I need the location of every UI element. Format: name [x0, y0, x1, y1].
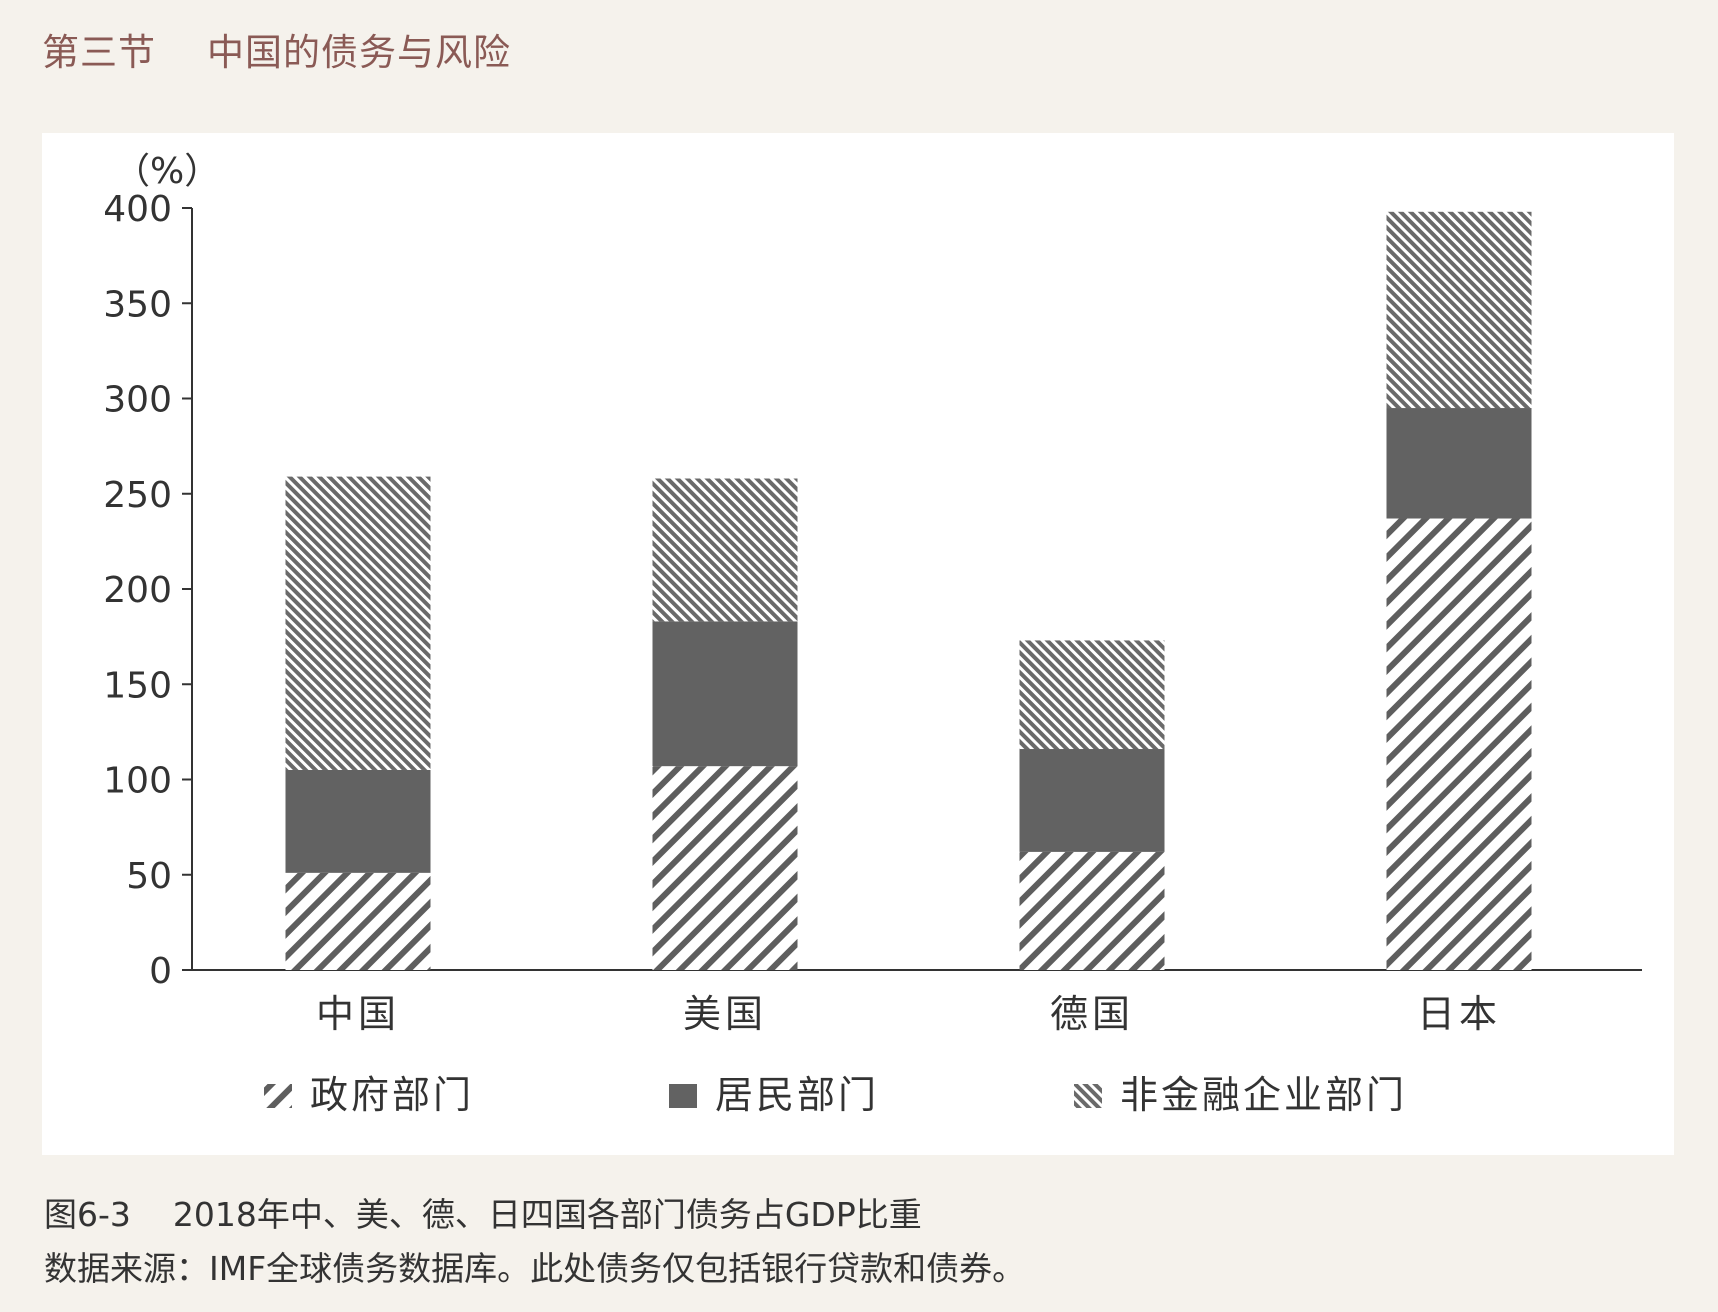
legend-swatch [264, 1084, 292, 1108]
x-tick-label: 中国 [316, 992, 400, 1036]
bar-segment [285, 476, 431, 770]
x-tick-label: 美国 [683, 992, 767, 1036]
legend-swatch [669, 1084, 697, 1108]
y-tick-label: 350 [103, 284, 172, 325]
bar-segment [1386, 211, 1532, 409]
y-tick-label: 100 [103, 761, 172, 802]
bar-segment [652, 478, 798, 622]
legend-swatch [1074, 1084, 1102, 1108]
bar-segment [652, 621, 798, 767]
x-tick-label: 德国 [1050, 992, 1134, 1036]
legend-label: 政府部门 [310, 1073, 474, 1117]
y-tick-label: 0 [149, 951, 172, 992]
bar-segment [285, 872, 431, 970]
legend-label: 居民部门 [715, 1073, 879, 1117]
y-tick-label: 50 [126, 856, 172, 897]
legend-label: 非金融企业部门 [1120, 1073, 1407, 1117]
y-tick-label: 200 [103, 570, 172, 611]
bar-segment [1019, 851, 1165, 970]
y-tick-label: 300 [103, 380, 172, 421]
y-tick-label: 150 [103, 665, 172, 706]
y-tick-label: 250 [103, 475, 172, 516]
bar-segment [1019, 640, 1165, 750]
y-axis-unit-label: （%） [114, 151, 220, 192]
bar-segment [285, 769, 431, 873]
bar-segment [652, 766, 798, 970]
bar-segment [1019, 749, 1165, 852]
x-tick-label: 日本 [1417, 992, 1501, 1036]
y-tick-label: 400 [103, 189, 172, 230]
figure-caption: 图6-3 2018年中、美、德、日四国各部门债务占GDP比重 [44, 1195, 922, 1234]
bar-segment [1386, 408, 1532, 519]
data-source-note: 数据来源：IMF全球债务数据库。此处债务仅包括银行贷款和债券。 [44, 1249, 1026, 1288]
bar-segment [1386, 518, 1532, 970]
chart-panel: 0 50 100 150 200 250 300 350 400 中国 美国 德国 日本政府部门 居民部门… [42, 133, 1674, 1155]
section-heading: 第三节 中国的债务与风险 [42, 31, 512, 74]
